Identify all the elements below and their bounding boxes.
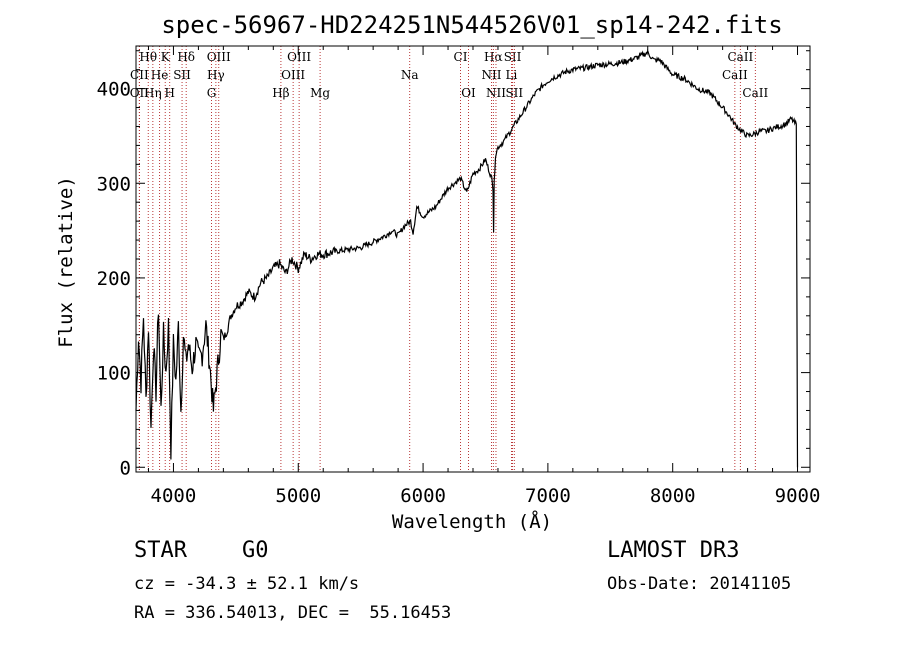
spectral-line-label: Hβ	[272, 86, 289, 100]
spectral-line-label: NII	[486, 86, 506, 100]
x-tick-label: 7000	[525, 485, 571, 507]
x-tick-label: 5000	[275, 485, 321, 507]
spectral-line-label: Li	[506, 68, 518, 82]
flux-series-line	[135, 48, 799, 468]
spectral-line-label: SII	[505, 86, 523, 100]
spectral-line-label: OIII	[207, 50, 231, 64]
spectral-line-label: Hα	[484, 50, 503, 64]
x-axis-label: Wavelength (Å)	[392, 510, 552, 533]
spectral-line-label: CaII	[727, 50, 753, 64]
y-tick-label: 100	[97, 363, 131, 385]
spectral-line-label: He	[151, 68, 169, 82]
spectral-line-label: NII	[481, 68, 501, 82]
observation-date: Obs-Date: 20141105	[607, 574, 792, 594]
spectral-line-label: OI	[461, 86, 476, 100]
spectral-line-label: Hθ	[139, 50, 157, 64]
redshift-velocity: cz = -34.3 ± 52.1 km/s	[134, 574, 360, 594]
x-tick-label: 9000	[775, 485, 821, 507]
spectral-line-label: SII	[504, 50, 522, 64]
spectral-line-label: K	[161, 50, 171, 64]
spectral-line-label: CII	[130, 68, 149, 82]
y-tick-label: 0	[120, 457, 131, 479]
spectral-line-label: SII	[173, 68, 191, 82]
chart-title: spec-56967-HD224251N544526V01_sp14-242.f…	[161, 11, 782, 39]
spectral-line-label: Hγ	[207, 68, 225, 82]
spectral-line-label: Na	[401, 68, 419, 82]
spectral-line-label: CaII	[722, 68, 748, 82]
y-tick-label: 200	[97, 268, 131, 290]
x-tick-label: 6000	[400, 485, 446, 507]
spectral-line-label: H	[164, 86, 174, 100]
coordinates: RA = 336.54013, DEC = 55.16453	[134, 603, 452, 623]
survey-name: LAMOST DR3	[607, 538, 740, 563]
y-tick-label: 300	[97, 173, 131, 195]
spectral-line-label: CaII	[742, 86, 768, 100]
spectral-line-label: Hη	[144, 86, 162, 100]
y-axis-label: Flux (relative)	[55, 176, 77, 348]
spectral-line-label: OIII	[281, 68, 305, 82]
object-subclass: G0	[242, 538, 269, 563]
spectral-line-label: G	[207, 86, 217, 100]
spectral-line-label: OII	[130, 86, 150, 100]
spectral-line-label: OIII	[287, 50, 311, 64]
y-tick-label: 400	[97, 79, 131, 101]
x-tick-label: 4000	[151, 485, 197, 507]
spectral-line-label: Hδ	[177, 50, 195, 64]
spectral-line-label: CI	[454, 50, 468, 64]
object-class: STAR	[134, 538, 187, 563]
plot-frame	[135, 45, 811, 473]
spectral-line-label: Mg	[310, 86, 330, 100]
x-tick-label: 8000	[650, 485, 696, 507]
spectrum-chart: spec-56967-HD224251N544526V01_sp14-242.f…	[55, 11, 821, 533]
